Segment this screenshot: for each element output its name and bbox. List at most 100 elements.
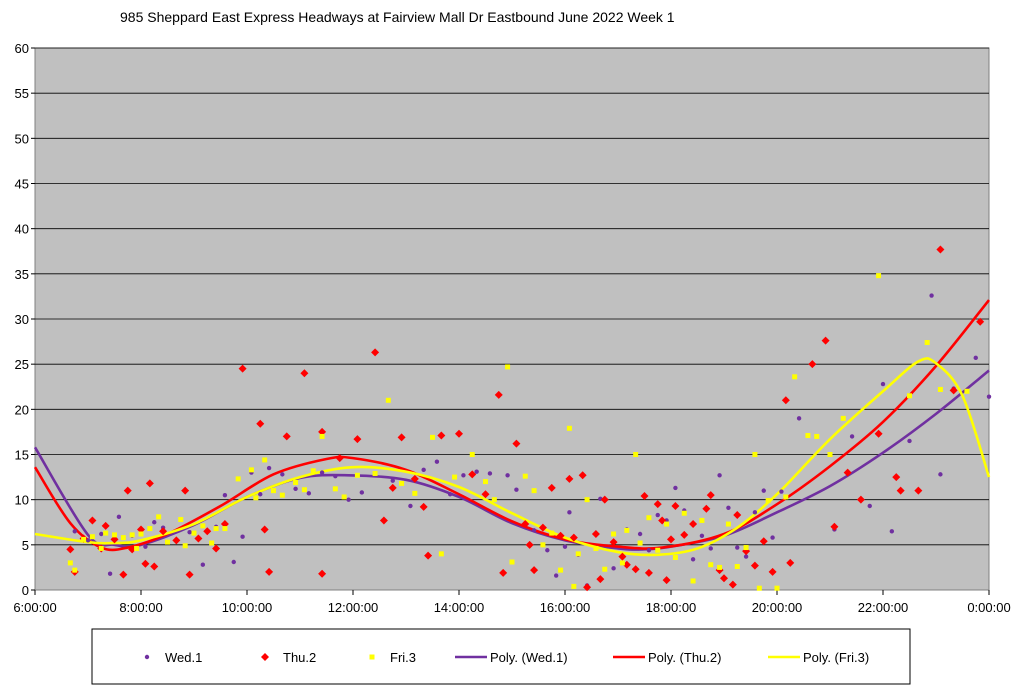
- data-point: [765, 498, 771, 504]
- x-tick-label: 20:00:00: [752, 600, 803, 615]
- trendlines: [33, 299, 991, 557]
- data-point: [172, 536, 181, 545]
- data-point: [514, 487, 519, 492]
- data-point: [640, 492, 649, 501]
- data-point: [633, 452, 639, 457]
- legend-label: Poly. (Thu.2): [648, 650, 721, 665]
- data-point: [717, 473, 722, 478]
- data-point: [353, 435, 362, 444]
- data-point: [538, 523, 547, 532]
- data-point: [671, 501, 680, 510]
- data-point: [318, 569, 327, 578]
- data-point: [521, 520, 530, 529]
- data-point: [914, 486, 923, 495]
- x-tick-label: 14:00:00: [434, 600, 485, 615]
- data-point: [735, 545, 740, 550]
- data-point: [631, 565, 640, 574]
- data-point: [379, 516, 388, 525]
- data-point: [752, 452, 758, 457]
- data-point: [412, 490, 418, 496]
- legend-label: Thu.2: [283, 650, 316, 665]
- data-point: [266, 465, 272, 471]
- data-point: [491, 497, 497, 503]
- data-point: [750, 561, 759, 570]
- x-tick-label: 10:00:00: [222, 600, 273, 615]
- data-point: [655, 512, 660, 518]
- data-point: [743, 554, 749, 559]
- legend-label: Poly. (Wed.1): [490, 650, 568, 665]
- data-point: [220, 520, 229, 529]
- data-point: [761, 488, 766, 493]
- gridlines: [35, 47, 989, 546]
- data-point: [553, 573, 559, 578]
- data-point: [253, 495, 259, 501]
- data-point: [856, 495, 865, 504]
- data-point: [540, 542, 546, 548]
- data-point: [260, 525, 269, 534]
- data-point: [138, 531, 144, 537]
- data-point: [203, 527, 212, 536]
- data-point: [964, 388, 970, 394]
- data-point: [690, 557, 696, 562]
- data-point: [388, 483, 397, 492]
- data-point: [112, 532, 117, 538]
- x-tick-label: 18:00:00: [646, 600, 697, 615]
- data-point: [333, 473, 338, 479]
- data-point: [156, 514, 162, 520]
- data-point: [248, 467, 254, 473]
- data-point: [293, 480, 299, 486]
- data-point: [494, 390, 503, 399]
- data-point: [774, 585, 780, 591]
- data-point: [602, 566, 608, 572]
- data-point: [924, 339, 930, 345]
- data-point: [664, 521, 670, 527]
- data-point: [222, 492, 228, 498]
- data-point: [624, 527, 630, 533]
- y-tick-label: 55: [15, 86, 29, 101]
- data-point: [655, 547, 661, 553]
- data-point: [72, 567, 78, 573]
- data-point: [119, 570, 128, 579]
- data-point: [280, 472, 285, 477]
- data-point: [708, 546, 713, 551]
- data-point: [66, 545, 75, 554]
- data-point: [673, 485, 678, 491]
- data-point: [481, 490, 490, 499]
- data-point: [986, 394, 992, 399]
- data-point: [509, 559, 515, 565]
- x-tick-label: 22:00:00: [858, 600, 909, 615]
- data-point: [699, 533, 705, 538]
- data-point: [743, 545, 749, 551]
- data-point: [505, 473, 510, 478]
- data-point: [110, 535, 119, 544]
- trendline: [33, 299, 991, 552]
- data-point: [867, 503, 872, 509]
- data-point: [159, 527, 168, 536]
- data-point: [182, 543, 188, 549]
- data-point: [194, 534, 203, 543]
- data-point: [332, 486, 338, 492]
- data-point: [359, 490, 365, 495]
- data-point: [282, 432, 291, 441]
- data-point: [840, 415, 846, 421]
- data-point: [522, 473, 528, 479]
- data-point: [212, 544, 221, 553]
- data-point: [681, 510, 687, 516]
- data-point: [720, 574, 728, 583]
- data-point: [81, 536, 87, 542]
- data-point: [936, 245, 945, 254]
- data-point: [187, 529, 192, 535]
- data-point: [437, 431, 446, 440]
- data-point: [88, 516, 97, 525]
- data-point: [468, 470, 477, 479]
- data-point: [783, 494, 789, 500]
- data-point: [808, 360, 817, 369]
- data-point: [779, 489, 784, 494]
- data-point: [107, 571, 113, 576]
- data-point: [487, 471, 493, 476]
- data-point: [238, 364, 247, 373]
- data-point: [147, 526, 153, 532]
- data-point: [937, 386, 943, 392]
- data-point: [434, 459, 440, 464]
